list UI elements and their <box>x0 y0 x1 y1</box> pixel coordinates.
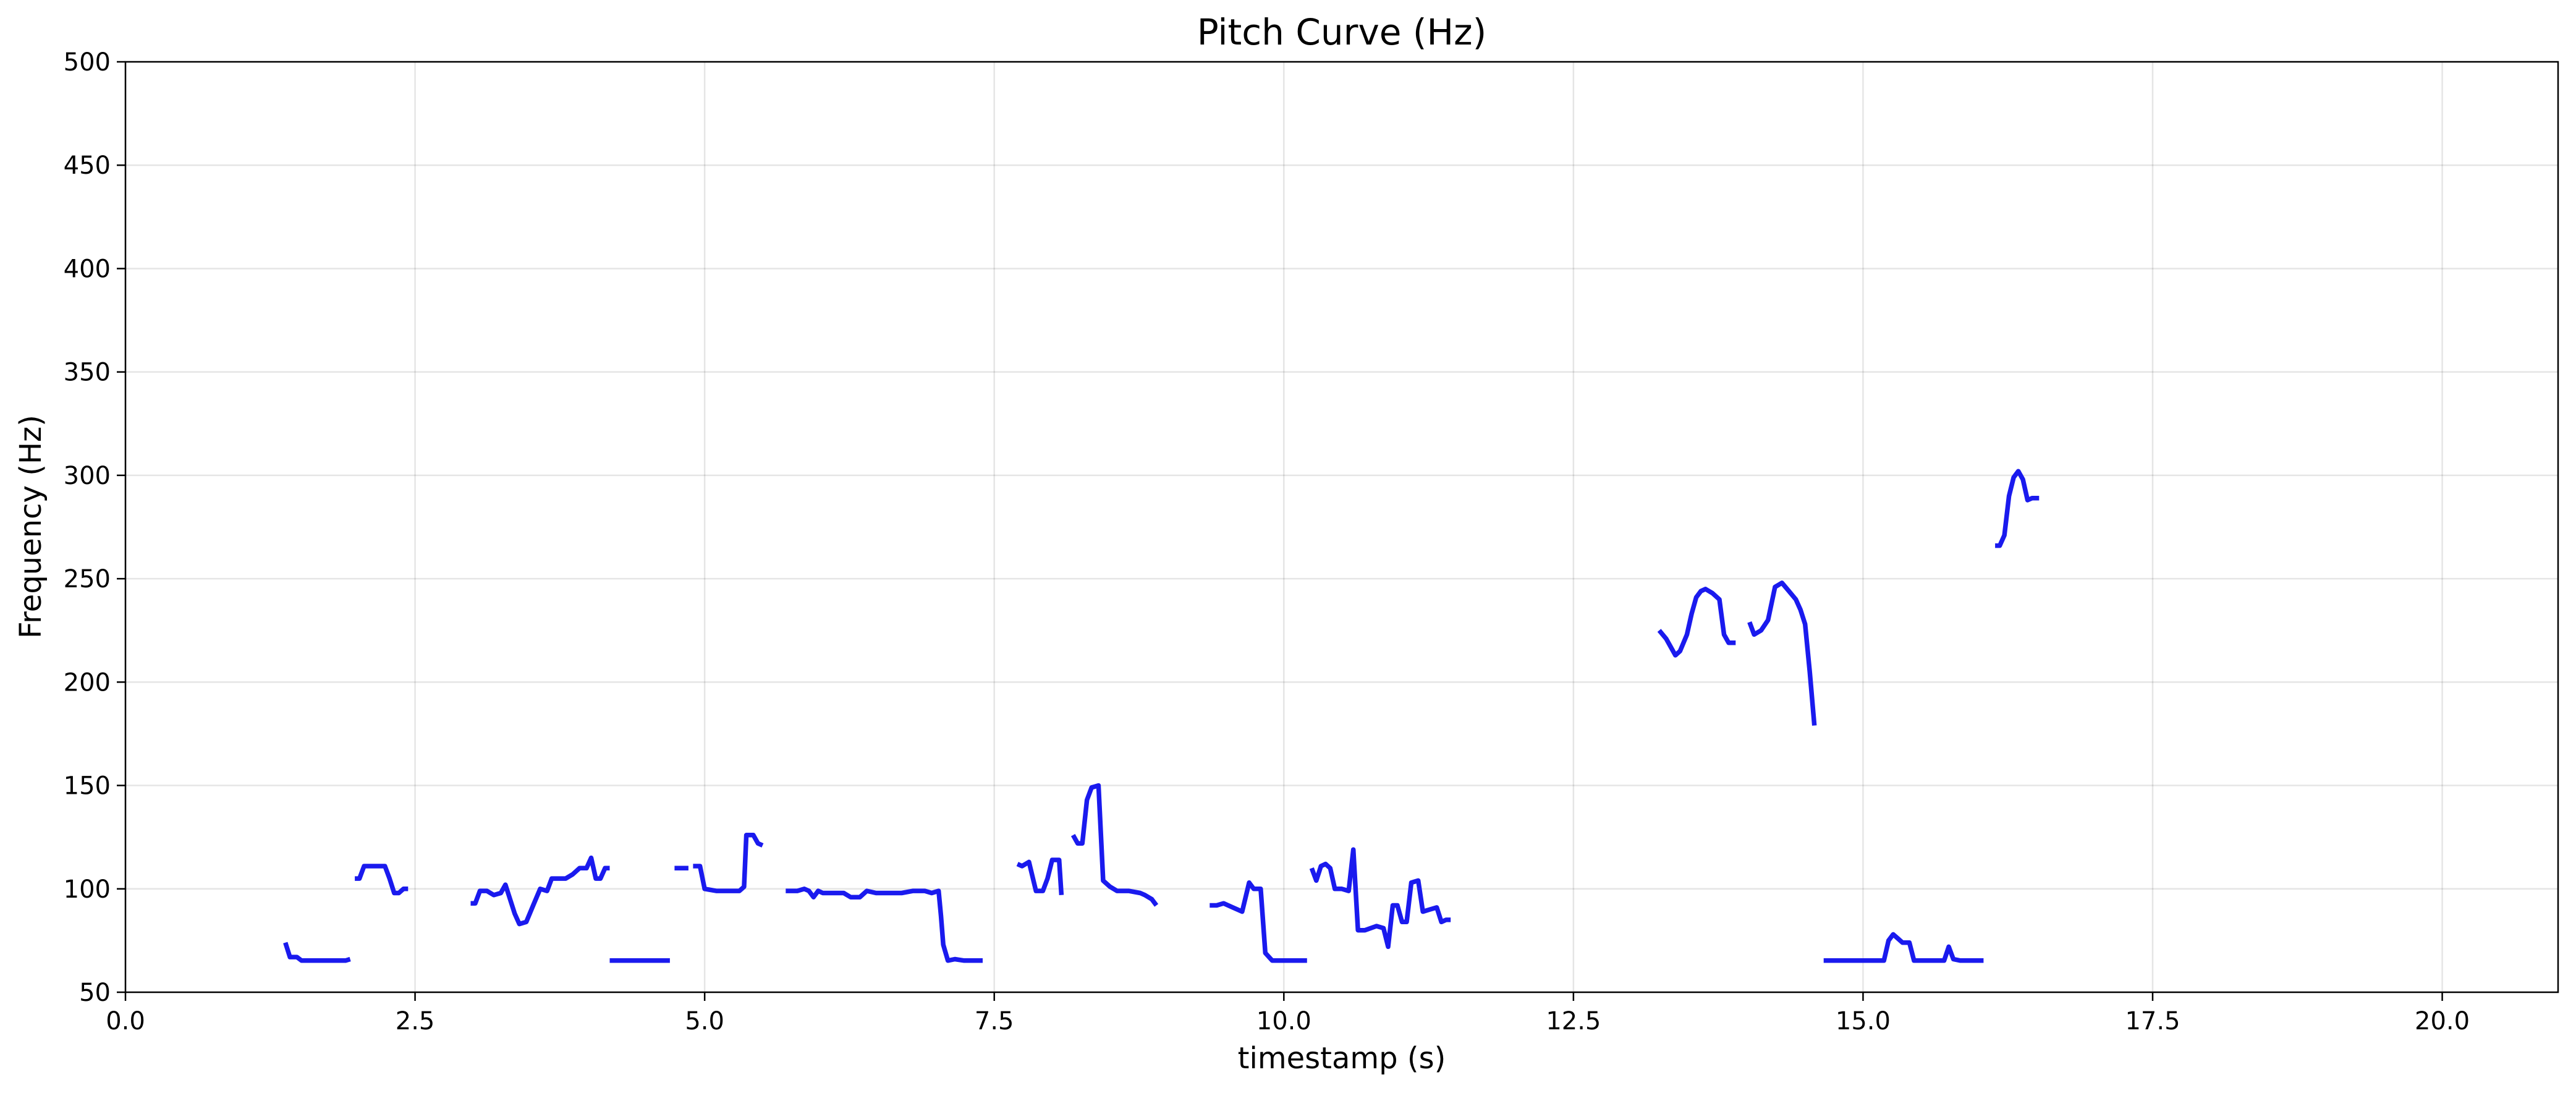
x-tick-label: 5.0 <box>685 1007 724 1036</box>
y-tick-label: 450 <box>64 151 111 180</box>
x-tick-label: 7.5 <box>975 1007 1014 1036</box>
chart-title: Pitch Curve (Hz) <box>1197 11 1487 53</box>
pitch-series <box>283 469 2040 963</box>
x-tick-label: 15.0 <box>1836 1007 1891 1036</box>
x-tick-label: 10.0 <box>1256 1007 1311 1036</box>
y-tick-label: 100 <box>64 875 111 904</box>
x-tick-label: 2.5 <box>396 1007 435 1036</box>
pitch-line-segment <box>283 942 351 963</box>
pitch-line-segment <box>1070 783 1159 907</box>
pitch-line-segment <box>1210 880 1307 963</box>
axis-ticks: 0.0 2.5 5.0 7.5 10.0 12.5 15.0 17.5 20.0 50 100 150… <box>64 48 2470 1036</box>
y-tick-label: 300 <box>64 462 111 490</box>
y-tick-label: 150 <box>64 772 111 801</box>
x-tick-label: 17.5 <box>2125 1007 2180 1036</box>
pitch-line-segment <box>1995 469 2040 548</box>
x-axis-label: timestamp (s) <box>1238 1041 1446 1076</box>
y-tick-label: 50 <box>79 979 111 1007</box>
plot-frame <box>124 61 2559 993</box>
y-tick-label: 350 <box>64 359 111 387</box>
y-tick-label: 400 <box>64 255 111 283</box>
y-tick-label: 200 <box>64 668 111 697</box>
y-axis-label: Frequency (Hz) <box>14 415 48 639</box>
pitch-line-segment <box>355 864 409 896</box>
pitch-line-segment <box>1016 857 1064 896</box>
pitch-line-segment <box>1657 587 1736 658</box>
pitch-line-segment <box>1747 581 1817 726</box>
gridlines <box>124 61 2558 993</box>
y-tick-label: 250 <box>64 565 111 593</box>
pitch-line-segment <box>1309 847 1451 950</box>
x-tick-label: 20.0 <box>2415 1007 2470 1036</box>
pitch-line-segment <box>693 833 764 893</box>
pitch-line-segment <box>1823 932 1984 963</box>
x-tick-label: 12.5 <box>1546 1007 1601 1036</box>
x-tick-label: 0.0 <box>106 1007 145 1036</box>
pitch-line-segment <box>786 887 983 963</box>
y-tick-label: 500 <box>64 48 111 77</box>
pitch-line-segment <box>470 855 610 927</box>
